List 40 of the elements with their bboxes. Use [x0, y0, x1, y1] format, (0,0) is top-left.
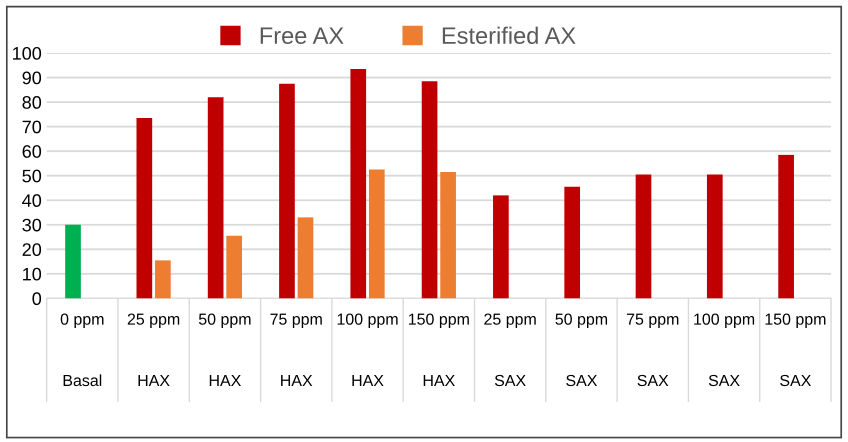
category-label: 150 ppm SAX	[766, 313, 826, 386]
bar	[136, 118, 152, 298]
legend-label: Esterified AX	[442, 26, 576, 44]
y-tick-label: 40	[22, 194, 42, 207]
category-label: 50 ppm HAX	[198, 313, 250, 386]
bar	[493, 195, 509, 298]
bar	[208, 97, 224, 298]
y-tick-label: 80	[22, 96, 42, 109]
bar	[279, 84, 295, 298]
bar	[422, 81, 438, 298]
bar	[350, 68, 366, 298]
bar	[564, 186, 580, 298]
legend-label: Free AX	[260, 27, 344, 44]
bar	[440, 172, 456, 298]
y-tick-label: 10	[23, 268, 42, 281]
category-label: 0 ppm Basal	[60, 313, 104, 386]
y-tick-label: 90	[22, 72, 42, 84]
category-label: 150 ppm HAX	[408, 313, 469, 386]
y-tick-label: 20	[22, 243, 42, 256]
y-tick-label: 50	[22, 170, 42, 182]
category-label: 75 ppm HAX	[270, 314, 322, 386]
category-label: 50 ppm SAX	[555, 313, 608, 386]
category-label: 100 ppm SAX	[694, 313, 754, 386]
bar	[368, 170, 385, 298]
bar	[636, 174, 652, 298]
bar	[155, 260, 171, 298]
category-label: 100 ppm HAX	[338, 313, 398, 386]
y-tick-label: 60	[22, 145, 42, 158]
bar	[65, 224, 81, 298]
category-label: 25 ppm HAX	[128, 313, 180, 386]
category-label: 25 ppm SAX	[484, 313, 536, 386]
y-tick-label: 100	[13, 46, 42, 60]
y-tick-label: 0	[32, 292, 42, 306]
bar	[778, 154, 794, 298]
category-label: 75 ppm SAX	[626, 314, 678, 386]
bar	[226, 236, 242, 298]
bar	[706, 174, 723, 298]
y-tick-label: 30	[22, 218, 42, 232]
y-tick-label: 70	[22, 120, 42, 134]
bar	[298, 217, 314, 298]
